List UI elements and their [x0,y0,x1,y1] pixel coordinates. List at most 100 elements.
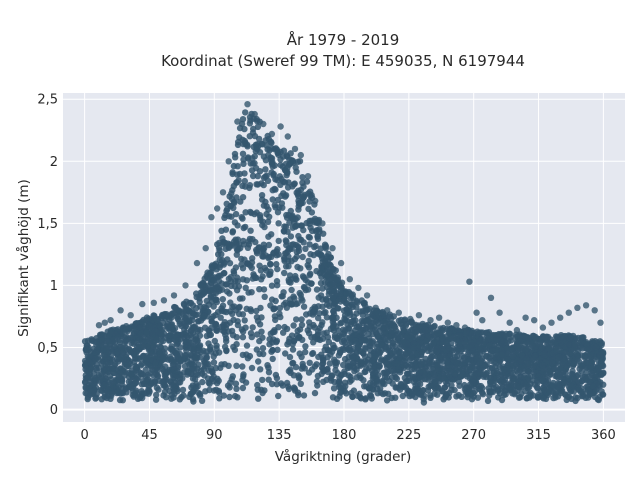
data-point [221,214,228,221]
data-point [266,147,273,154]
data-point [358,297,365,304]
data-point [101,365,108,373]
data-point [120,356,127,363]
data-point [159,337,167,345]
data-point [433,362,441,369]
data-point [463,329,470,336]
data-point [241,317,248,324]
data-point [369,319,376,327]
outlier-point [170,292,178,299]
data-point [300,183,307,190]
data-point [388,374,396,381]
data-point [228,213,235,220]
data-point [152,359,159,366]
data-point [501,379,508,386]
data-point [260,253,267,260]
data-point [193,311,201,318]
data-point [127,371,134,378]
data-point [100,351,108,359]
data-point [290,157,297,165]
data-point [276,304,283,312]
data-point [306,241,313,248]
data-point [193,293,200,301]
data-point [314,235,322,243]
data-point [372,326,379,333]
data-point [93,366,100,373]
outlier-point [214,205,221,212]
data-point [336,282,343,289]
data-point [162,394,170,401]
outlier-point [473,309,480,316]
data-point [389,339,396,346]
outlier-point [291,145,299,153]
data-point [101,381,108,389]
data-point [562,391,569,398]
data-point [308,280,315,287]
data-point [562,369,569,376]
data-point [353,297,360,305]
data-point [355,344,362,351]
data-point [260,286,268,293]
data-point [598,339,605,347]
data-point [299,174,306,181]
y-tick-label: 0 [50,403,58,418]
data-point [303,219,310,227]
data-point [280,329,287,336]
data-point [484,397,492,405]
data-point [197,326,204,334]
data-point [329,280,336,287]
data-point [549,359,556,366]
data-point [85,373,92,381]
outlier-point [219,189,227,196]
data-point [249,155,256,162]
data-point [505,384,513,391]
data-point [534,393,542,401]
data-point [495,386,502,393]
outlier-point [506,319,513,326]
data-point [489,388,497,396]
data-point [363,365,370,372]
x-tick-label: 270 [461,428,486,443]
data-point [123,323,130,330]
data-point [417,361,424,368]
data-point [84,353,92,360]
data-point [194,351,201,358]
data-point [509,376,516,383]
data-point [541,334,548,341]
data-point [340,307,348,314]
data-point [563,363,571,370]
data-point [351,320,358,327]
data-point [547,336,554,343]
data-point [189,382,197,389]
data-point [291,295,298,302]
data-point [520,373,528,380]
data-point [309,350,316,358]
data-point [200,288,208,296]
data-point [561,380,568,387]
data-point [144,361,151,369]
data-point [242,223,249,231]
data-point [383,397,391,404]
data-point [284,341,291,348]
data-point [420,387,427,394]
data-point [239,334,247,341]
data-point [557,334,564,341]
outlier-point [277,123,284,130]
data-point [427,392,434,399]
data-point [515,370,522,377]
data-point [572,394,579,401]
data-point [570,360,577,367]
data-point [286,219,293,226]
y-tick-label: 0,5 [37,341,58,356]
data-point [470,338,478,346]
data-point [130,393,137,400]
data-point [232,236,239,243]
data-point [205,301,213,308]
data-point [277,181,284,188]
data-point [509,353,517,360]
outlier-point [193,259,201,267]
data-point [198,397,206,404]
data-point [197,367,205,374]
data-point [176,307,183,314]
